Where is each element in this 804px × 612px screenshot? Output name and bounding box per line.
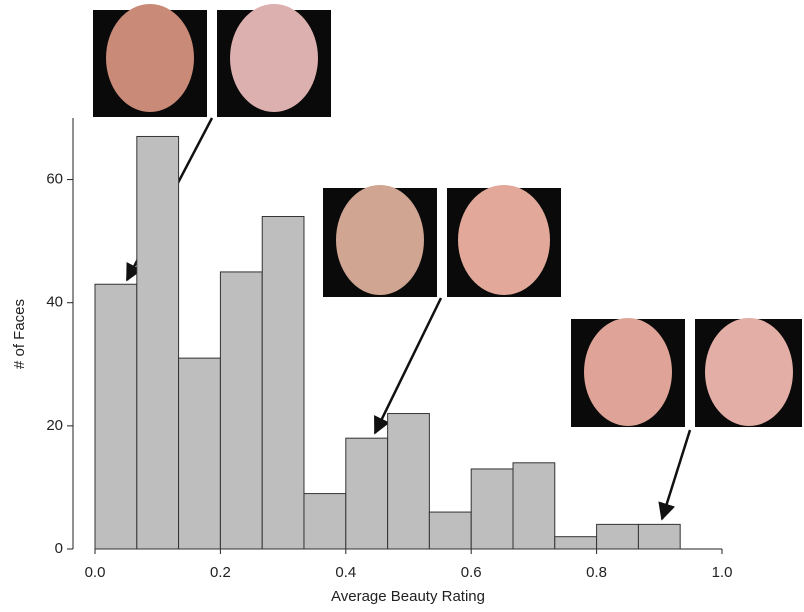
face-image [695,318,802,427]
face-image [217,4,331,117]
bar [304,494,346,549]
bar [262,217,304,549]
bar [471,469,513,549]
x-tick-label: 0.8 [586,564,607,581]
x-tick-label: 0.6 [461,564,482,581]
x-tick-label: 1.0 [712,564,733,581]
bar [638,524,680,549]
x-tick-label: 0.2 [210,564,231,581]
bar [179,358,221,549]
bar [513,463,555,549]
x-tick-label: 0.4 [335,564,356,581]
bar [429,512,471,549]
bar [388,414,430,549]
face-image [571,318,685,427]
y-tick-label: 40 [46,294,63,311]
arrow [375,298,441,433]
bar [95,284,137,549]
bar [597,524,639,549]
y-tick-label: 60 [46,171,63,188]
x-axis-label: Average Beauty Rating [331,588,485,605]
face-image [93,4,207,117]
y-tick-label: 20 [46,417,63,434]
bar [137,136,179,549]
bar [346,438,388,549]
bar [220,272,262,549]
y-axis-label: # of Faces [11,299,28,369]
chart: Average Beauty Rating # of Faces 0 20 40 60… [0,0,804,607]
face-image [447,185,561,297]
x-tick-label: 0.0 [85,564,106,581]
y-tick-label: 0 [55,540,63,557]
bar [555,537,597,549]
face-image [323,185,437,297]
arrow [662,430,690,519]
